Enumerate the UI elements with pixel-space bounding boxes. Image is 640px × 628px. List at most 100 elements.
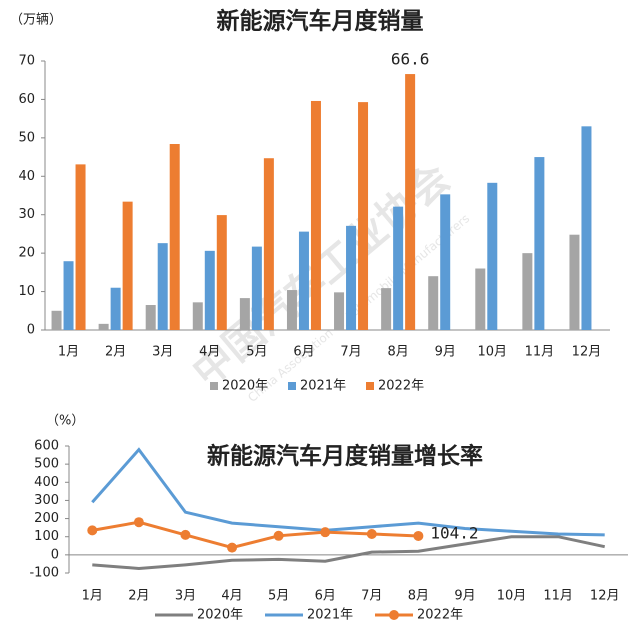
y-tick-label: 20 xyxy=(18,246,35,261)
bar xyxy=(381,288,392,330)
bar xyxy=(581,126,592,330)
bar xyxy=(346,225,357,330)
legend-swatch xyxy=(210,382,218,390)
y-tick-label: 70 xyxy=(18,54,35,69)
bar xyxy=(487,182,498,330)
bar xyxy=(428,276,439,330)
x-tick-label: 4月 xyxy=(221,589,242,604)
y-tick-label: 300 xyxy=(34,493,59,508)
y-tick-label: 400 xyxy=(34,475,59,490)
legend-label: 2022年 xyxy=(417,608,463,623)
marker xyxy=(273,530,284,541)
x-tick-label: 5月 xyxy=(246,345,267,360)
y-tick-label: 30 xyxy=(18,207,35,222)
x-tick-label: 12月 xyxy=(590,589,620,604)
y-tick-label: -100 xyxy=(29,566,59,581)
legend-label: 2021年 xyxy=(300,379,346,394)
legend-label: 2021年 xyxy=(307,608,353,623)
y-tick-label: 40 xyxy=(18,169,35,184)
x-tick-label: 1月 xyxy=(58,345,79,360)
marker xyxy=(87,525,98,536)
chart-title: 新能源汽车月度销量增长率 xyxy=(207,443,483,470)
y-tick-label: 0 xyxy=(27,323,35,338)
x-tick-label: 9月 xyxy=(454,589,475,604)
bar xyxy=(440,194,451,330)
marker xyxy=(366,528,377,539)
x-tick-label: 10月 xyxy=(478,345,508,360)
bar xyxy=(251,246,262,330)
x-tick-label: 3月 xyxy=(152,345,173,360)
x-tick-label: 11月 xyxy=(543,589,573,604)
bar xyxy=(405,74,416,331)
bar xyxy=(216,215,227,330)
bar xyxy=(569,234,580,330)
legend-swatch xyxy=(366,382,374,390)
bar xyxy=(263,158,274,330)
bar xyxy=(358,102,369,331)
line xyxy=(91,447,605,537)
y-tick-label: 500 xyxy=(34,457,59,472)
y-tick-label: 100 xyxy=(34,529,59,544)
x-tick-label: 2月 xyxy=(128,589,149,604)
x-tick-label: 9月 xyxy=(435,345,456,360)
bar xyxy=(122,201,133,330)
marker xyxy=(180,529,191,540)
bar xyxy=(239,298,250,330)
x-tick-label: 8月 xyxy=(387,345,408,360)
line xyxy=(92,520,419,550)
legend-label: 2020年 xyxy=(197,608,243,623)
x-tick-label: 10月 xyxy=(497,589,527,604)
bar xyxy=(334,292,345,330)
bar xyxy=(286,290,297,330)
line xyxy=(92,535,606,570)
x-tick-label: 5月 xyxy=(268,589,289,604)
bar xyxy=(169,144,180,330)
legend-label: 2022年 xyxy=(378,379,424,394)
y-tick-label: 50 xyxy=(18,130,35,145)
bar xyxy=(145,305,156,330)
bar xyxy=(204,250,215,330)
marker xyxy=(133,517,144,528)
y-tick-label: 600 xyxy=(34,439,59,454)
x-tick-label: 11月 xyxy=(525,345,555,360)
legend-swatch xyxy=(288,382,296,390)
x-tick-label: 1月 xyxy=(82,589,103,604)
marker xyxy=(320,527,331,538)
bar xyxy=(75,164,86,330)
data-label: 104.2 xyxy=(430,523,478,542)
bar xyxy=(157,243,168,330)
bar xyxy=(298,231,309,330)
y-tick-label: 10 xyxy=(18,284,35,299)
bar xyxy=(475,268,486,330)
bar xyxy=(522,253,533,330)
legend-label: 2020年 xyxy=(222,379,268,394)
bar xyxy=(98,323,109,330)
bar xyxy=(51,310,62,330)
y-tick-label: 60 xyxy=(18,92,35,107)
bar xyxy=(310,100,321,330)
x-tick-label: 3月 xyxy=(175,589,196,604)
x-tick-label: 6月 xyxy=(293,345,314,360)
y-tick-label: 0 xyxy=(51,547,59,562)
x-tick-label: 2月 xyxy=(105,345,126,360)
x-tick-label: 6月 xyxy=(315,589,336,604)
x-tick-label: 7月 xyxy=(340,345,361,360)
bar xyxy=(534,157,545,330)
bar xyxy=(63,261,74,330)
marker xyxy=(227,542,238,553)
y-tick-label: 200 xyxy=(34,511,59,526)
x-tick-label: 4月 xyxy=(199,345,220,360)
bar xyxy=(393,206,404,330)
x-tick-label: 7月 xyxy=(361,589,382,604)
bar xyxy=(192,302,203,330)
data-label: 66.6 xyxy=(391,50,430,69)
y-axis-label: （%） xyxy=(46,414,84,429)
bar xyxy=(110,287,121,330)
x-tick-label: 8月 xyxy=(408,589,429,604)
marker xyxy=(413,530,424,541)
chart-title: 新能源汽车月度销量 xyxy=(217,8,424,35)
y-axis-label: （万辆） xyxy=(10,13,62,28)
x-tick-label: 12月 xyxy=(572,345,602,360)
legend-marker xyxy=(389,610,399,620)
